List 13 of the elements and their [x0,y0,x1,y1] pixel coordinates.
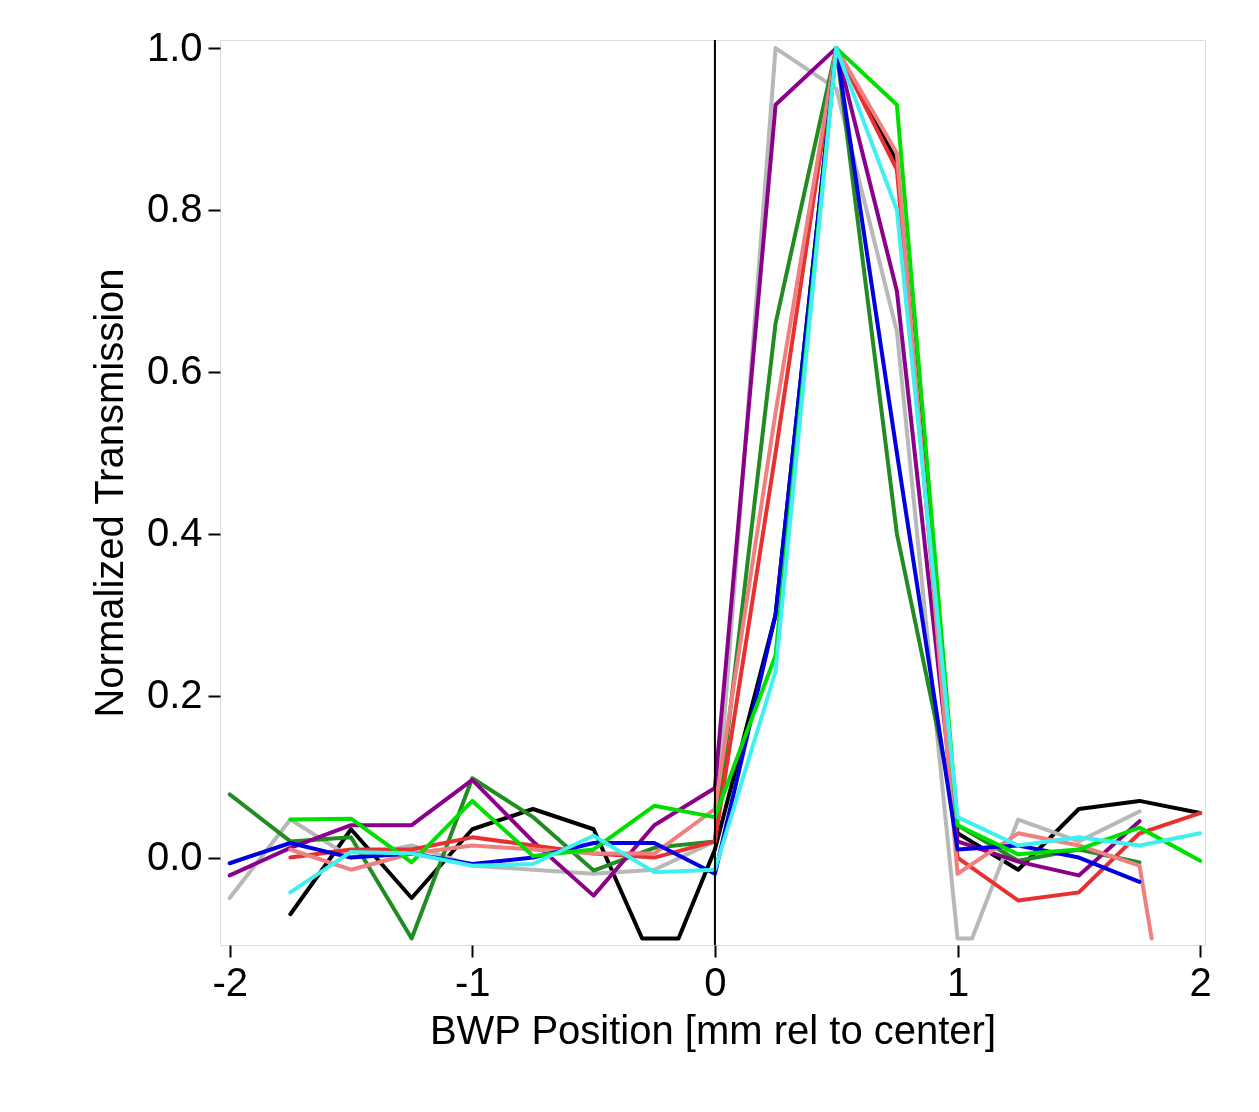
y-tick-label: 0.0 [146,834,203,879]
y-tick-label: 1.0 [146,24,203,69]
x-tick-label: 0 [704,959,727,1004]
x-tick-label: 1 [946,959,970,1004]
y-tick-label: 0.8 [146,186,203,231]
x-axis-title: BWP Position [mm rel to center] [429,1007,997,1052]
x-tick-label: -2 [212,959,248,1004]
y-tick-label: 0.4 [146,510,203,555]
y-axis-title: Normalized Transmission [86,268,131,718]
y-tick-label: 0.2 [146,672,203,717]
y-tick-label: 0.6 [146,348,203,393]
x-tick-label: -1 [455,959,491,1004]
x-tick-label: 2 [1189,959,1212,1004]
